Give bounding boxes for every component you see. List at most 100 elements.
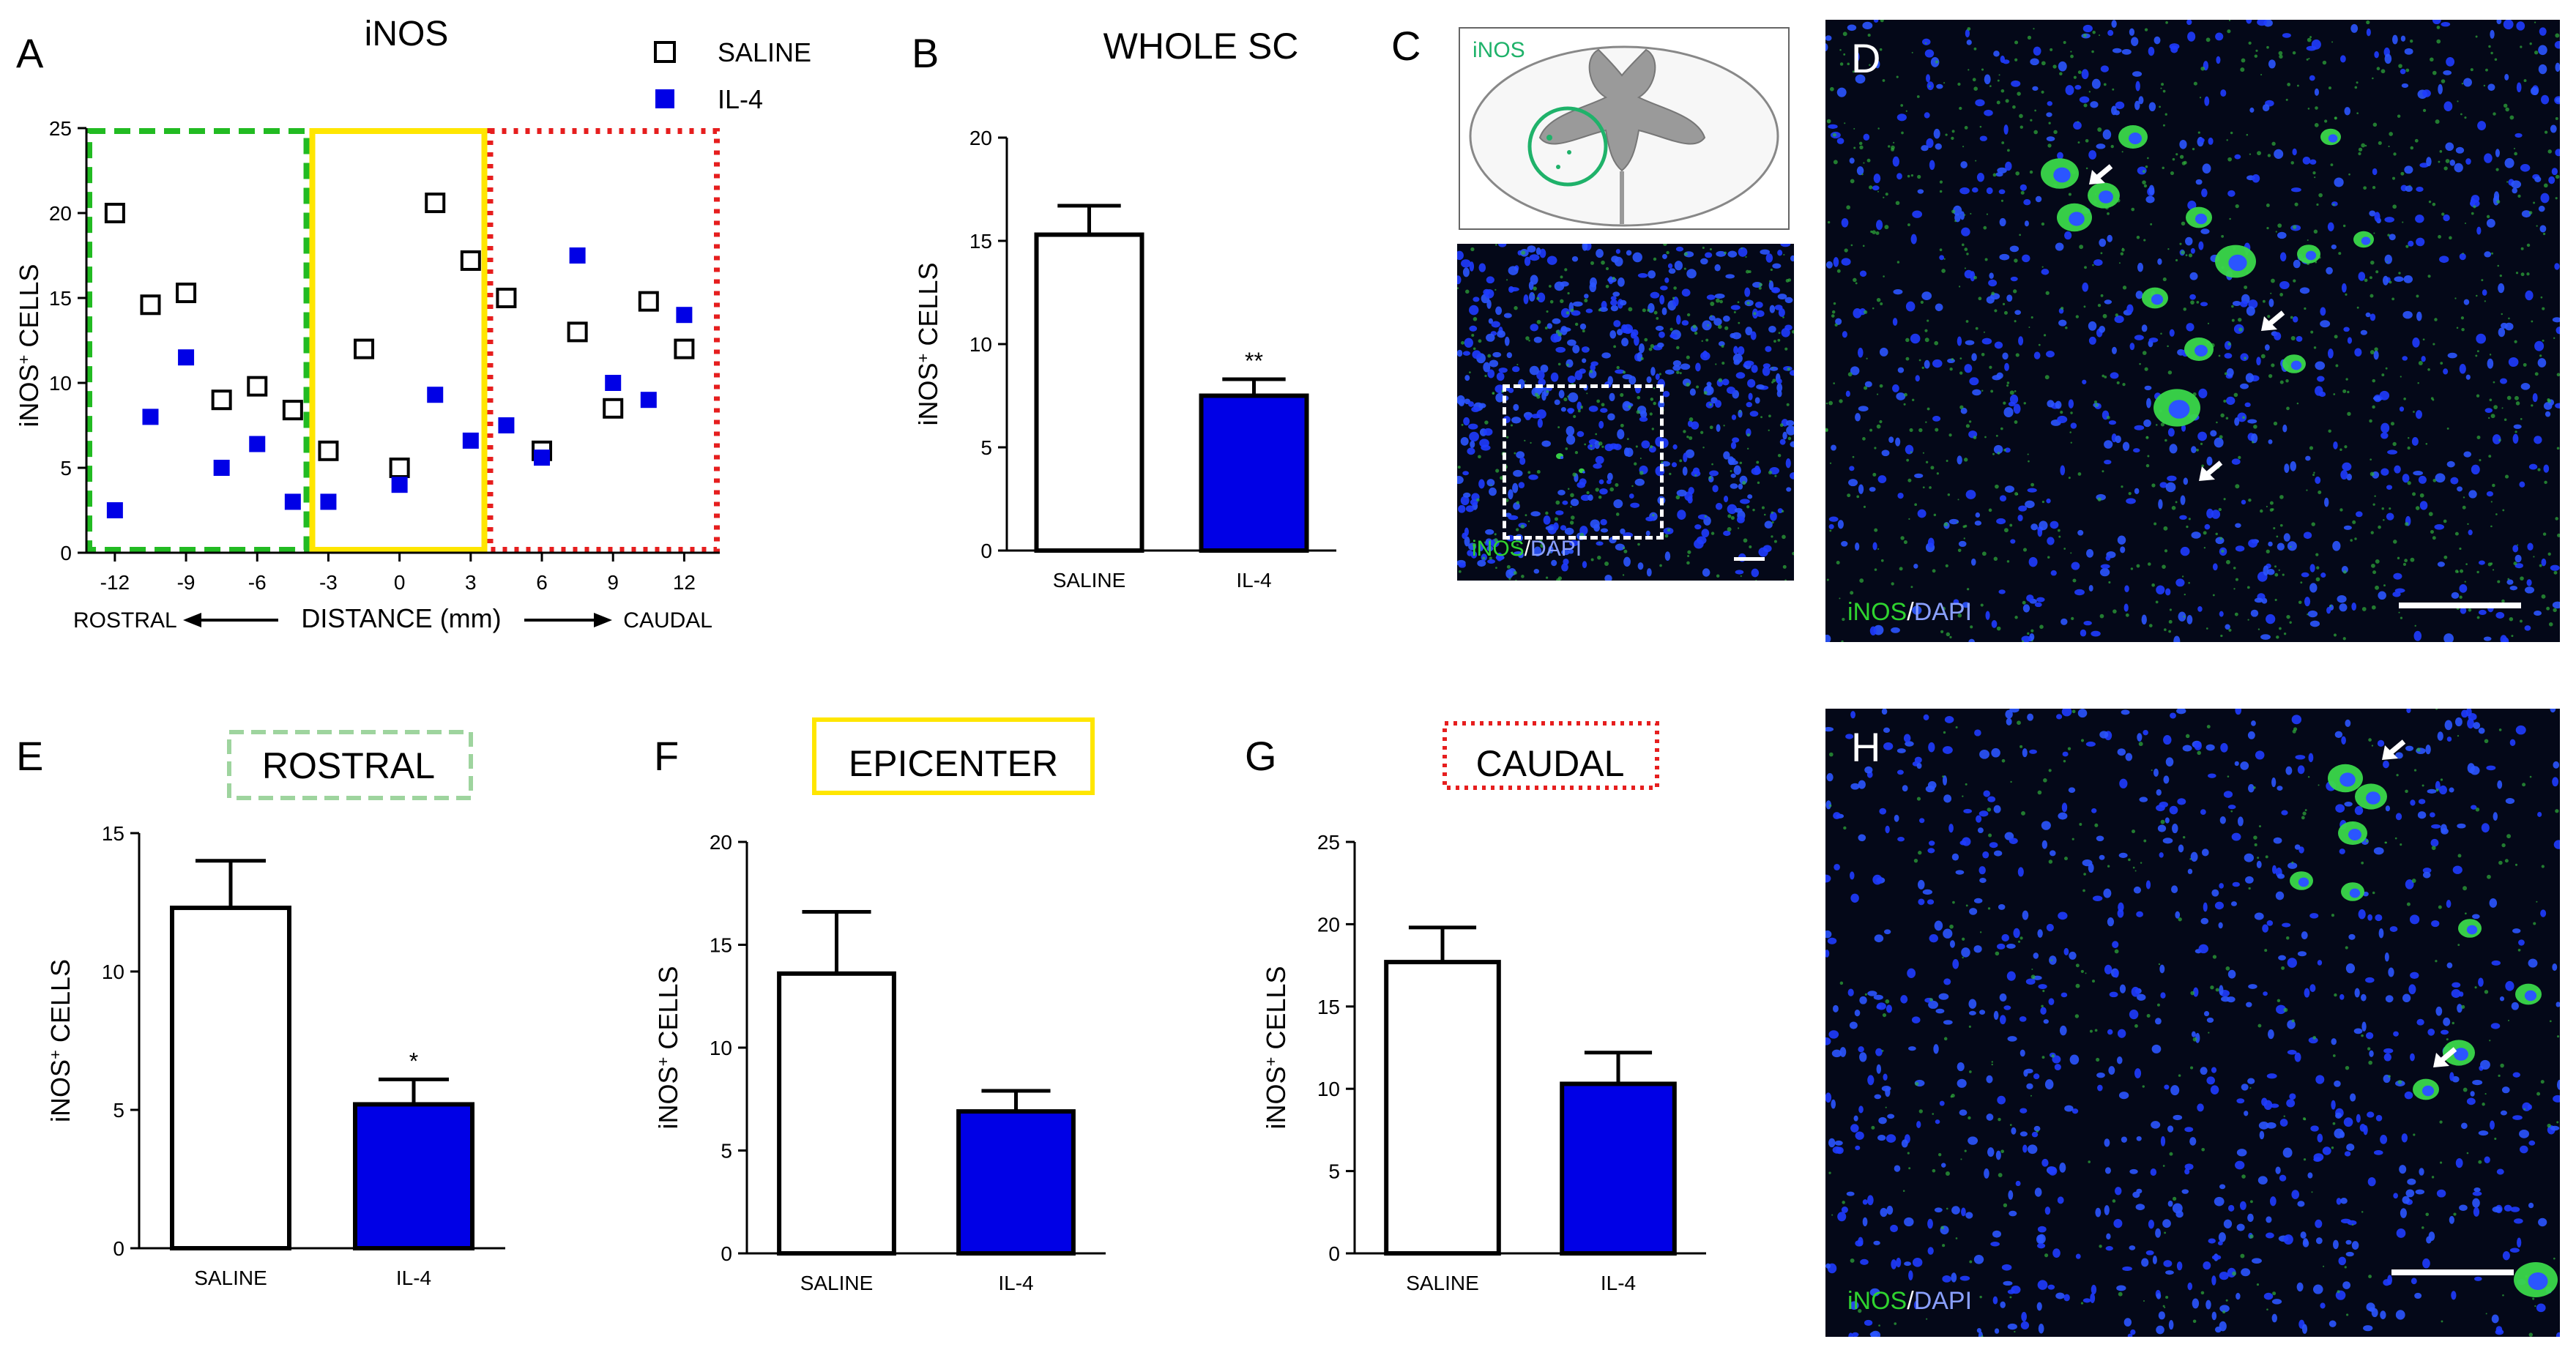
chart-a-point-il4 [569,247,586,264]
chart-a-point-saline [603,398,624,419]
stain-label-inos: iNOS [1472,537,1525,561]
micrograph-c: iNOS/DAPI [1457,244,1794,581]
chart-e-bar: ROSTRAL iNOS+ CELLS 0 5 10 15 SALINE IL-4 * [45,730,505,1289]
f-title-frame [812,717,1095,795]
chart-a-point-il4 [640,392,657,409]
panel-letter-g: G [1245,733,1277,779]
g-title-frame [1443,721,1659,790]
chart-e-ytick-label: 0 [113,1237,124,1260]
chart-g-category-label: SALINE [1406,1272,1479,1294]
caudal-arrow [524,613,612,627]
stain-label-dapi: DAPI [1530,537,1582,561]
legend-marker-il4 [655,89,674,108]
chart-a-xlabel: DISTANCE (mm) [301,603,501,633]
chart-b-ytick-label: 0 [980,540,992,562]
chart-a-xtick-label: -6 [248,571,267,594]
panel-letter-a: A [16,30,44,76]
micrograph-d-scale-bar [2399,603,2521,608]
region-epicenter-box [309,128,488,553]
chart-g-bar: CAUDAL iNOS+ CELLS 0 5 10 15 20 25 SALINE IL-4 [1261,721,1706,1294]
chart-a-point-il4 [534,450,551,466]
chart-f-title: EPICENTER [849,743,1058,784]
chart-a-point-saline [247,376,268,397]
chart-a-point-saline [496,288,517,308]
chart-f-ytick-label: 20 [710,831,732,854]
chart-f-bar-il4 [956,1109,1076,1256]
chart-a-ytick-label: 5 [60,457,72,480]
region-caudal-box [487,128,720,553]
chart-a-point-il4 [498,417,515,433]
chart-a-point-saline [282,400,303,421]
rostral-arrow [183,613,278,627]
chart-g-ytick-label: 15 [1317,996,1340,1018]
micrograph-c-stain-label: iNOS/DAPI [1472,537,1582,562]
chart-a-xlabel-left: ROSTRAL [73,608,177,633]
stain-label-inos: iNOS [1847,598,1907,626]
chart-e-title: ROSTRAL [262,745,435,786]
chart-a-point-il4 [213,460,230,476]
chart-a-point-saline [354,338,375,359]
micrograph-c-scale-bar [1734,557,1765,561]
panel-letter-d: D [1851,35,1881,81]
chart-g-ytick-label: 5 [1328,1160,1340,1183]
chart-a-xtick-label: 12 [673,571,696,594]
panel-letter-f: F [654,733,680,779]
chart-b-bar-saline [1034,232,1144,553]
chart-e-ytick-label: 10 [102,961,124,983]
chart-a-point-saline [638,291,659,312]
chart-a-point-saline [140,294,161,316]
chart-a-ytick-label: 15 [49,287,72,310]
micrograph-h-texture [1825,709,2560,1337]
chart-g-bar-il4 [1560,1081,1677,1256]
panel-letter-c: C [1391,23,1421,69]
chart-b-category-label: IL-4 [1236,569,1271,592]
chart-f-ytick-label: 15 [710,934,732,957]
chart-a-point-il4 [462,432,479,449]
chart-b-bar-il4 [1199,393,1309,553]
chart-a-xlabel-right: CAUDAL [623,608,712,633]
legend-marker-saline [654,41,676,63]
chart-e-ylabel: iNOS+ CELLS [45,959,75,1122]
chart-a-point-il4 [320,493,337,510]
chart-a-point-il4 [249,436,266,452]
chart-a-point-il4 [142,409,159,425]
chart-f-bar: EPICENTER iNOS+ CELLS 0 5 10 15 20 SALINE IL-4 [653,717,1106,1294]
chart-b-category-label: SALINE [1053,569,1126,592]
chart-a-point-il4 [178,349,195,366]
micrograph-h-scale-bar [2391,1269,2514,1275]
chart-a-title: iNOS [365,15,449,53]
chart-b-ytick-label: 10 [969,333,992,356]
e-title-frame [227,730,473,800]
chart-b-bar: WHOLE SC iNOS+ CELLS 0 5 10 15 20 SALINE IL-4 ** [913,26,1336,592]
stain-label-sep: / [1907,598,1914,626]
chart-a-point-il4 [676,307,693,324]
spinal-cord-schematic: iNOS [1459,27,1790,230]
stain-label-inos: iNOS [1847,1287,1907,1315]
arrow-icon [2433,1047,2457,1067]
chart-g-ytick-label: 25 [1317,831,1340,854]
panel-letter-h: H [1851,724,1881,770]
arrow-icon [2199,460,2223,481]
chart-g-ytick-label: 10 [1317,1078,1340,1100]
chart-a-point-saline [176,283,197,304]
chart-g-ytick-label: 20 [1317,913,1340,936]
chart-a-point-saline [425,193,446,214]
chart-b-ytick-label: 15 [969,230,992,253]
chart-e-ytick-label: 5 [113,1099,124,1122]
micrograph-h: H iNOS/DAPI [1825,709,2560,1337]
chart-f-ytick-label: 5 [721,1140,732,1163]
chart-e-significance: * [409,1048,418,1074]
schematic-inos-label: iNOS [1473,38,1525,62]
micrograph-h-stain-label: iNOS/DAPI [1847,1287,1972,1316]
panel-letter-b: B [912,30,939,76]
micrograph-d: D iNOS/DAPI [1825,20,2560,642]
chart-a-xtick-label: 3 [465,571,477,594]
chart-a-xtick-label: 9 [607,571,619,594]
micrograph-d-stain-label: iNOS/DAPI [1847,598,1972,627]
chart-f-ytick-label: 0 [721,1242,732,1265]
chart-a-point-saline [674,338,695,359]
arrow-icon [2089,164,2113,184]
stain-label-sep: / [1907,1287,1914,1315]
chart-f-category-label: SALINE [800,1272,874,1294]
stain-label-sep: / [1524,537,1531,561]
